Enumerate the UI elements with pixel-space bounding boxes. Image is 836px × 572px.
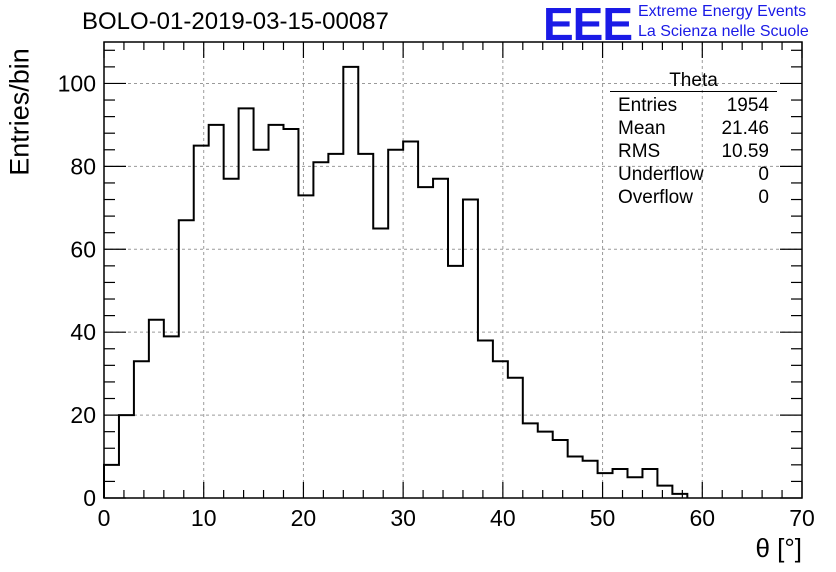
stat-row-underflow: Underflow 0 (610, 163, 777, 186)
logo-line-2: La Scienza nelle Scuole (638, 23, 809, 40)
stat-label: Overflow (618, 187, 693, 208)
histogram-bin (493, 361, 508, 498)
histogram-bin (194, 146, 209, 498)
stat-label: RMS (618, 141, 661, 162)
stat-value: 21.46 (721, 118, 769, 139)
histogram-bin (672, 494, 687, 498)
histogram-bin (254, 150, 269, 498)
stat-label: Entries (618, 95, 678, 116)
histogram-bin (373, 229, 388, 498)
eee-logo: EEE (543, 0, 633, 50)
logo-line-1: Extreme Energy Events (638, 3, 807, 20)
histogram-bin (388, 150, 403, 498)
histogram-bin (149, 320, 164, 498)
histogram-bin (418, 187, 433, 498)
stat-row-overflow: Overflow 0 (610, 186, 777, 209)
histogram-bin (657, 486, 672, 498)
x-tick-label: 20 (291, 505, 317, 531)
stat-row-entries: Entries 1954 (610, 94, 777, 117)
plot-frame (103, 41, 803, 499)
stat-value: 0 (758, 187, 769, 208)
eee-logo-text: Extreme Energy Events La Scienza nelle S… (638, 2, 809, 42)
histogram-bin (119, 415, 134, 498)
y-tick-label: 20 (70, 402, 96, 428)
histogram-bin (224, 179, 239, 498)
x-tick-label: 0 (98, 505, 111, 531)
histogram-bin (568, 457, 583, 498)
histogram-bin (598, 473, 613, 498)
histogram-bin (328, 154, 343, 498)
stat-value: 0 (758, 164, 769, 185)
histogram-bin (448, 266, 463, 498)
x-tick-label: 30 (390, 505, 416, 531)
x-tick-label: 10 (191, 505, 217, 531)
y-axis-label: Entries/bin (4, 48, 35, 176)
histogram-bin (239, 108, 254, 498)
histogram-bin (164, 336, 179, 498)
histogram-bin (209, 125, 224, 498)
histogram-bin (343, 67, 358, 498)
histogram-outline (103, 65, 689, 498)
x-tick-label: 40 (490, 505, 516, 531)
y-tick-label: 40 (70, 319, 96, 345)
histogram-bin (478, 340, 493, 498)
histogram-bin (283, 129, 298, 498)
histogram-bin (313, 162, 328, 498)
histogram-bin (104, 465, 119, 498)
stat-value: 10.59 (721, 141, 769, 162)
histogram-bin (583, 461, 598, 498)
histogram-bin (613, 469, 628, 498)
histogram-bin (134, 361, 149, 498)
histogram-bin (179, 220, 194, 498)
histogram-bin (642, 469, 657, 498)
stat-row-rms: RMS 10.59 (610, 140, 777, 163)
x-tick-label: 70 (789, 505, 815, 531)
stat-label: Underflow (618, 164, 704, 185)
y-tick-label: 60 (70, 236, 96, 262)
stat-value: 1954 (726, 95, 769, 116)
histogram-bin (508, 378, 523, 498)
histogram-bin (628, 477, 643, 498)
histogram-bin (298, 195, 313, 498)
histogram-bin (433, 179, 448, 498)
histogram-bin (358, 154, 373, 498)
stats-box: Theta Entries 1954 Mean 21.46 RMS 10.59 … (610, 71, 777, 209)
histogram-bin (538, 432, 553, 498)
x-tick-label: 60 (689, 505, 715, 531)
stat-label: Mean (618, 118, 666, 139)
chart-title: BOLO-01-2019-03-15-00087 (82, 8, 389, 35)
y-tick-label: 0 (83, 485, 96, 511)
y-tick-label: 80 (70, 153, 96, 179)
histogram-bin (523, 423, 538, 498)
histogram-bin (269, 125, 284, 498)
y-tick-label: 100 (58, 70, 96, 96)
histogram-bin (403, 141, 418, 498)
histogram-bin (553, 440, 568, 498)
stats-title: Theta (610, 71, 777, 92)
stat-row-mean: Mean 21.46 (610, 117, 777, 140)
histogram-bin (463, 200, 478, 498)
x-axis-label: θ [°] (755, 533, 802, 563)
x-tick-label: 50 (590, 505, 616, 531)
